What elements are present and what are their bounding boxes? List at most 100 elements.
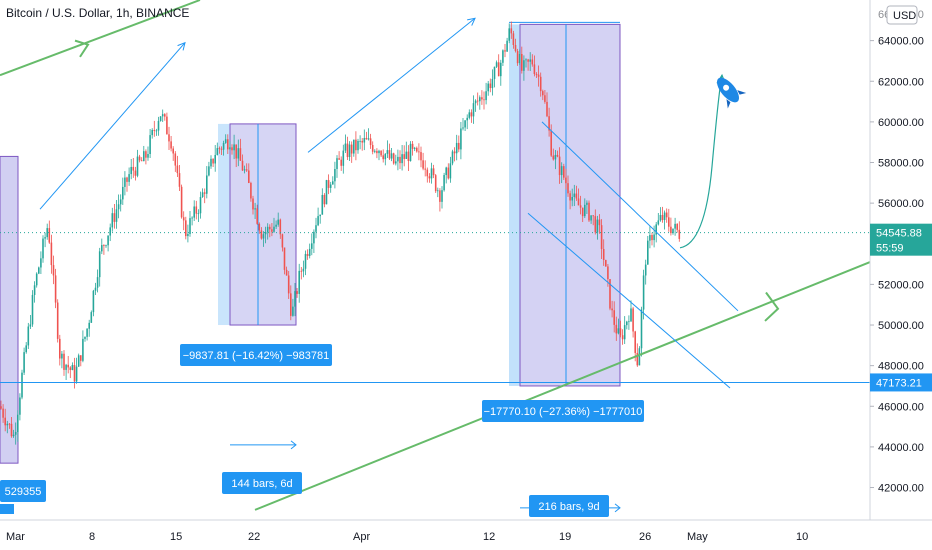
candle-body <box>510 28 513 34</box>
candle-body <box>567 183 569 194</box>
measure-label-3-text: 529355 <box>5 486 42 498</box>
candle-body <box>271 229 273 232</box>
candle-body <box>0 406 2 409</box>
range-bar-2 <box>509 24 520 386</box>
trend-line-bottom <box>254 261 871 511</box>
candle-body <box>424 168 426 170</box>
candle-body <box>453 151 456 154</box>
candle-body <box>382 155 384 160</box>
candlestick-series <box>0 21 681 445</box>
candle-body <box>21 372 23 398</box>
candle-body <box>185 220 187 237</box>
y-tick-label: 42000.00 <box>878 483 924 495</box>
candle-body <box>630 308 632 322</box>
candle-body <box>224 139 227 143</box>
hline-price-tag-bg <box>870 373 932 392</box>
x-tick-label: May <box>687 531 708 543</box>
candle-body <box>649 235 651 241</box>
candle-body <box>655 224 657 235</box>
candle-body <box>239 148 242 161</box>
candle-body <box>483 99 485 101</box>
candle-body <box>2 408 4 418</box>
candle-body <box>405 151 408 159</box>
rocket-fin-right <box>737 90 747 95</box>
candle-body <box>38 267 40 274</box>
candle-body <box>376 150 378 154</box>
candle-body <box>605 259 607 267</box>
candle-body <box>447 167 450 179</box>
candle-body <box>663 212 666 220</box>
candle-body <box>103 245 105 246</box>
candle-body <box>468 112 471 118</box>
candle-body <box>508 28 510 41</box>
candle-body <box>86 328 88 337</box>
candle-body <box>590 215 592 221</box>
candle-body <box>54 275 57 303</box>
candle-body <box>359 140 361 142</box>
candle-body <box>544 95 546 102</box>
candle-body <box>73 365 76 382</box>
candle-body <box>336 158 338 169</box>
candle-body <box>23 352 25 373</box>
candle-body <box>575 193 578 199</box>
candle-body <box>166 116 168 135</box>
candle-body <box>584 204 586 217</box>
candle-body <box>67 364 69 368</box>
candle-body <box>260 230 263 239</box>
candle-body <box>407 151 410 162</box>
candle-body <box>199 196 202 214</box>
candle-body <box>464 120 466 128</box>
candle-body <box>220 148 223 150</box>
candle-body <box>611 308 613 311</box>
candle-body <box>571 196 573 201</box>
drawing-tools[interactable] <box>0 0 871 513</box>
x-tick-label: 10 <box>796 531 808 543</box>
x-tick-label: 15 <box>170 531 182 543</box>
currency-badge: USD <box>886 5 918 25</box>
candle-body <box>201 192 204 197</box>
currency-badge-bg <box>886 5 918 25</box>
x-tick-label: 19 <box>559 531 571 543</box>
measure-label-3-bg <box>0 480 46 502</box>
candle-body <box>143 151 145 162</box>
candle-body <box>458 142 460 150</box>
candle-body <box>623 325 626 340</box>
candle-body <box>344 143 347 151</box>
candle-body <box>426 169 429 177</box>
candle-body <box>409 143 412 162</box>
candle-body <box>390 153 393 159</box>
candle-body <box>252 198 254 210</box>
candle-body <box>380 150 382 156</box>
y-tick-label: 62000.00 <box>878 76 924 88</box>
candle-body <box>497 62 500 77</box>
candle-body <box>258 223 261 231</box>
candle-body <box>193 206 195 218</box>
candle-body <box>241 160 244 171</box>
y-tick-label: 56000.00 <box>878 198 924 210</box>
date-range-label-2-text: 216 bars, 9d <box>538 501 599 513</box>
candle-body <box>12 434 15 437</box>
candle-body <box>29 324 32 327</box>
date-range-head-2 <box>614 503 621 513</box>
candle-body <box>52 265 55 276</box>
candle-body <box>665 212 668 218</box>
candle-body <box>151 129 153 136</box>
candle-body <box>529 59 531 62</box>
measure-label-3: 529355 <box>0 480 46 502</box>
candle-body <box>546 101 548 117</box>
candle-body <box>443 175 445 191</box>
candle-body <box>168 134 170 142</box>
y-tick-label: 46000.00 <box>878 401 924 413</box>
candle-body <box>113 213 116 222</box>
candle-body <box>33 285 36 295</box>
candle-body <box>311 243 313 249</box>
candle-body <box>598 219 601 226</box>
trend-arrowhead-top <box>74 39 90 58</box>
candle-body <box>61 353 63 359</box>
candle-body <box>161 114 164 117</box>
candle-body <box>472 103 475 117</box>
candle-body <box>27 326 30 346</box>
candle-body <box>178 173 181 187</box>
candle-body <box>371 145 374 152</box>
